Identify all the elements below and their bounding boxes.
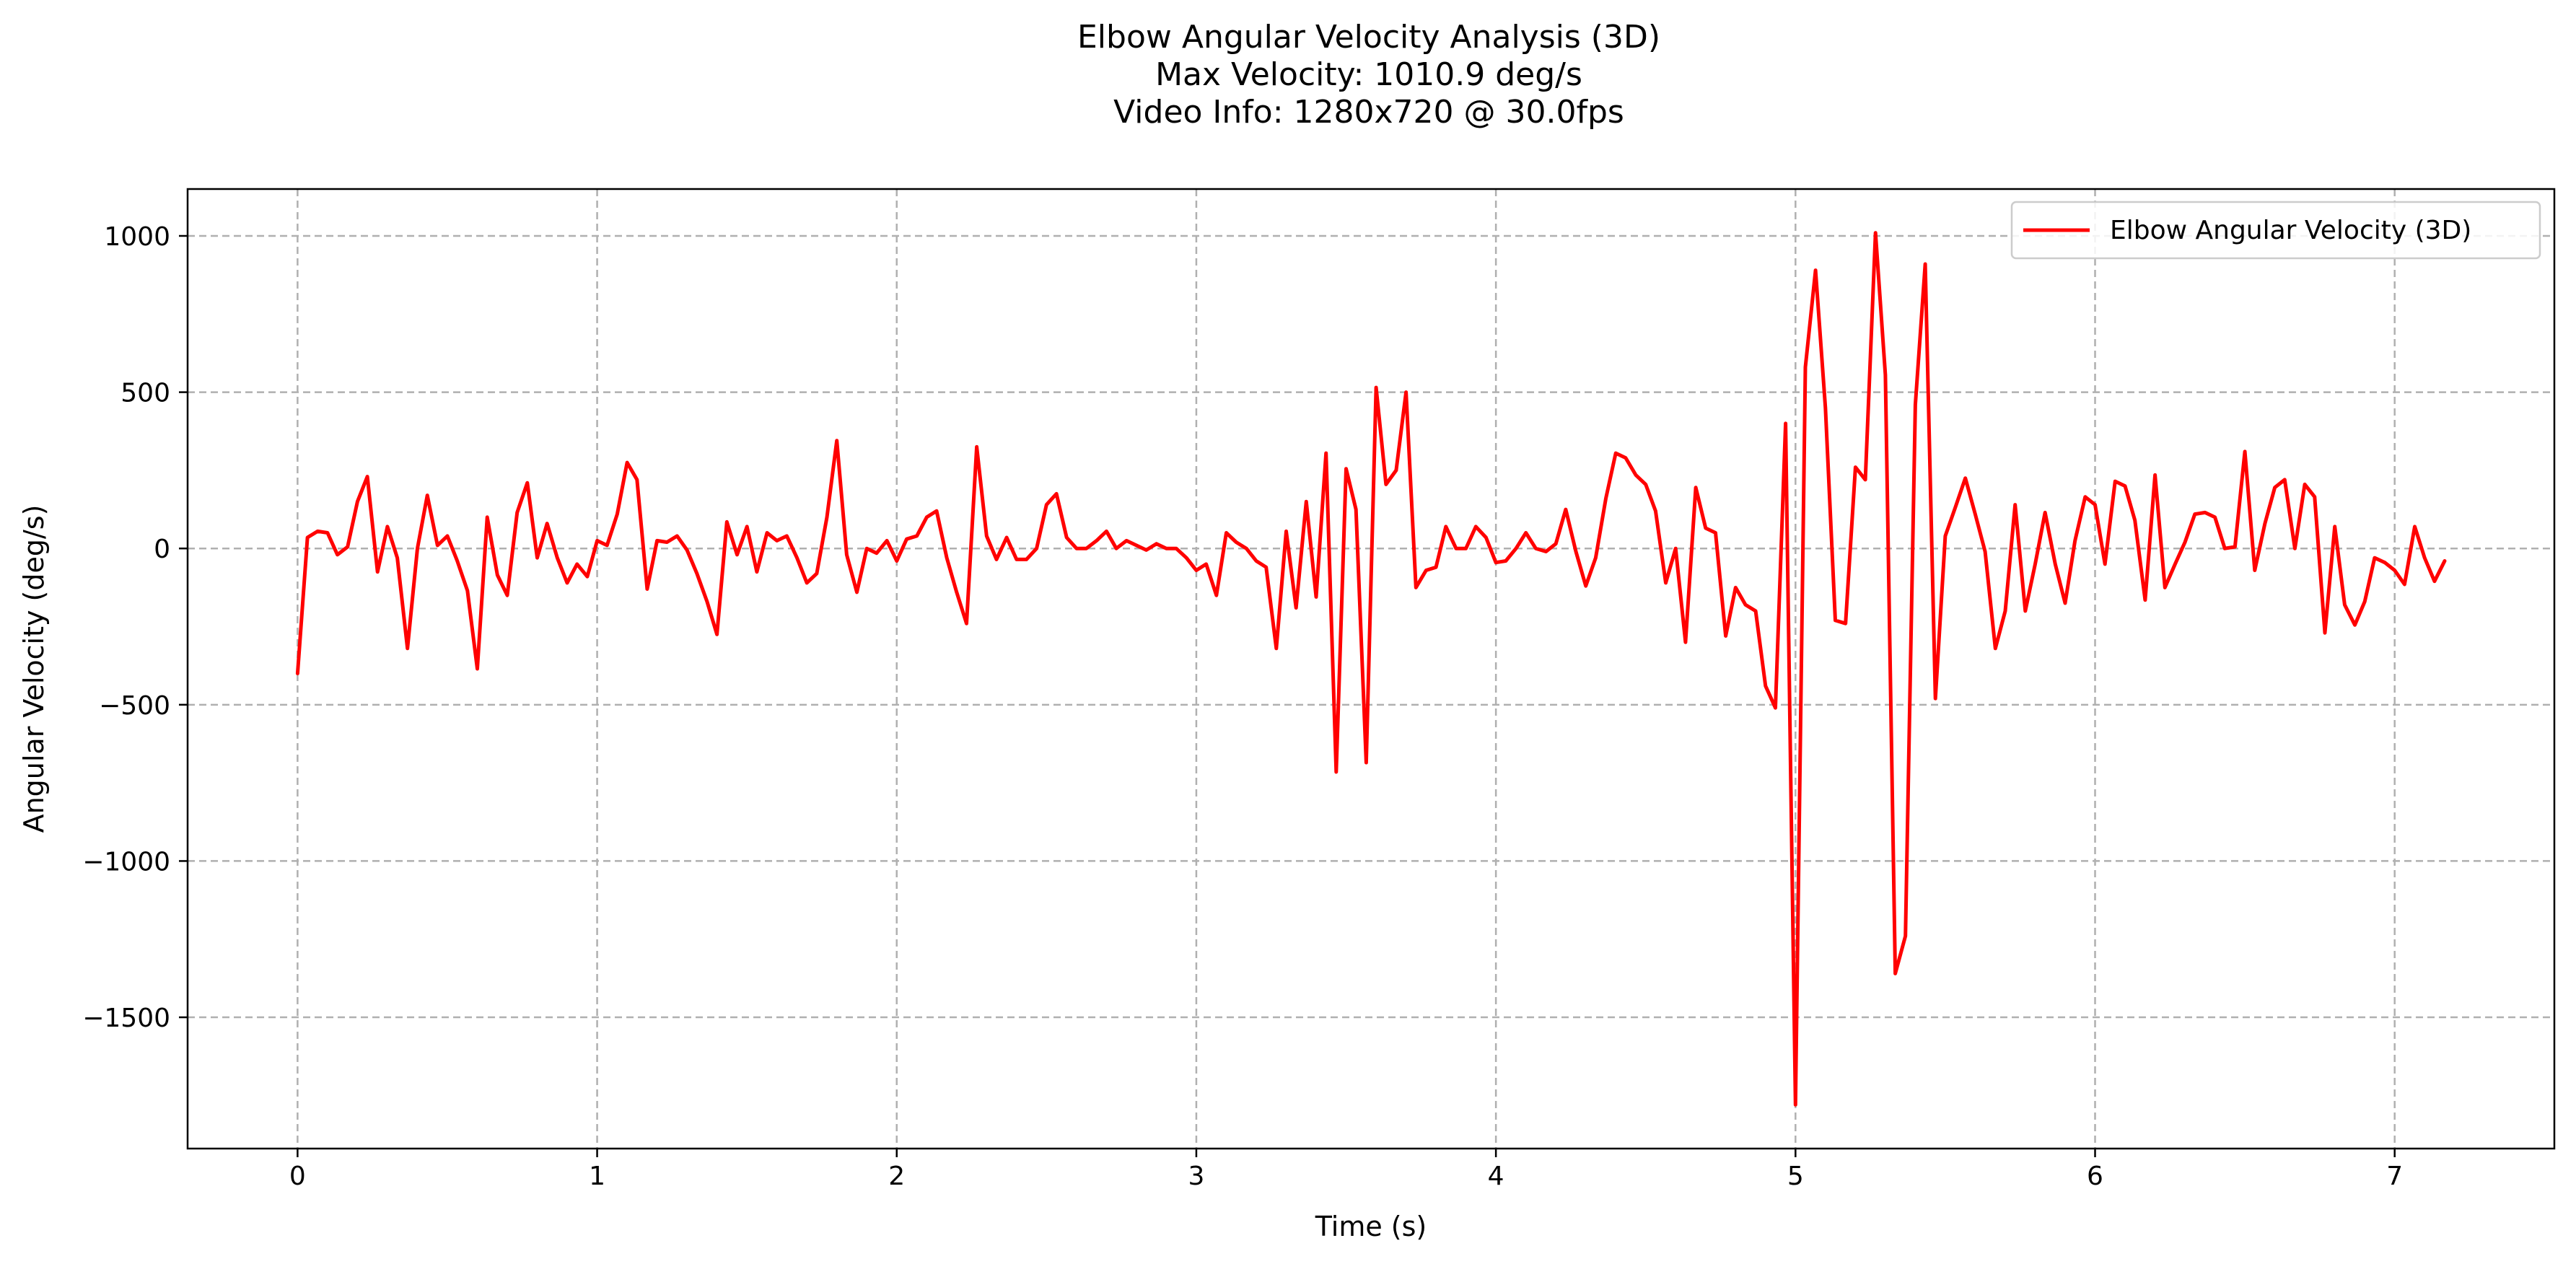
x-tick-label: 1 bbox=[589, 1162, 605, 1191]
x-tick-label: 5 bbox=[1787, 1162, 1804, 1191]
y-tick-label: −500 bbox=[99, 691, 170, 721]
x-tick-label: 3 bbox=[1188, 1162, 1204, 1191]
chart-title-line-3: Video Info: 1280x720 @ 30.0fps bbox=[1113, 94, 1624, 131]
x-tick-label: 0 bbox=[289, 1162, 306, 1191]
legend-label: Elbow Angular Velocity (3D) bbox=[2110, 216, 2471, 245]
plot-frame bbox=[186, 188, 2556, 1150]
chart-title-line-1: Elbow Angular Velocity Analysis (3D) bbox=[1077, 19, 1660, 56]
y-axis-label: Angular Velocity (deg/s) bbox=[18, 505, 50, 833]
plot-area: 0 1 2 3 4 5 6 7 1000 500 0 −500 −1000 −1500 bbox=[82, 188, 2556, 1191]
x-tick-label: 7 bbox=[2386, 1162, 2403, 1191]
x-tick-label: 2 bbox=[888, 1162, 905, 1191]
y-tick-label: 0 bbox=[154, 535, 170, 564]
y-tick-label: −1500 bbox=[82, 1004, 170, 1033]
chart-title-line-2: Max Velocity: 1010.9 deg/s bbox=[1155, 56, 1582, 93]
x-axis-label: Time (s) bbox=[1315, 1211, 1427, 1242]
x-tick-label: 6 bbox=[2087, 1162, 2103, 1191]
x-tick-label: 4 bbox=[1488, 1162, 1504, 1191]
y-tick-label: 500 bbox=[121, 379, 170, 408]
y-tick-label: −1000 bbox=[82, 847, 170, 877]
y-tick-label: 1000 bbox=[104, 222, 170, 252]
plot-background bbox=[188, 189, 2554, 1149]
legend-box bbox=[2010, 201, 2541, 260]
chart-title: Elbow Angular Velocity Analysis (3D) Max… bbox=[1077, 19, 1660, 131]
series-line-elbow-angular-velocity bbox=[295, 231, 2447, 1107]
tick-layer: 0 1 2 3 4 5 6 7 1000 500 0 −500 −1000 −1500 bbox=[82, 222, 2403, 1191]
legend: Elbow Angular Velocity (3D) bbox=[2010, 201, 2541, 260]
